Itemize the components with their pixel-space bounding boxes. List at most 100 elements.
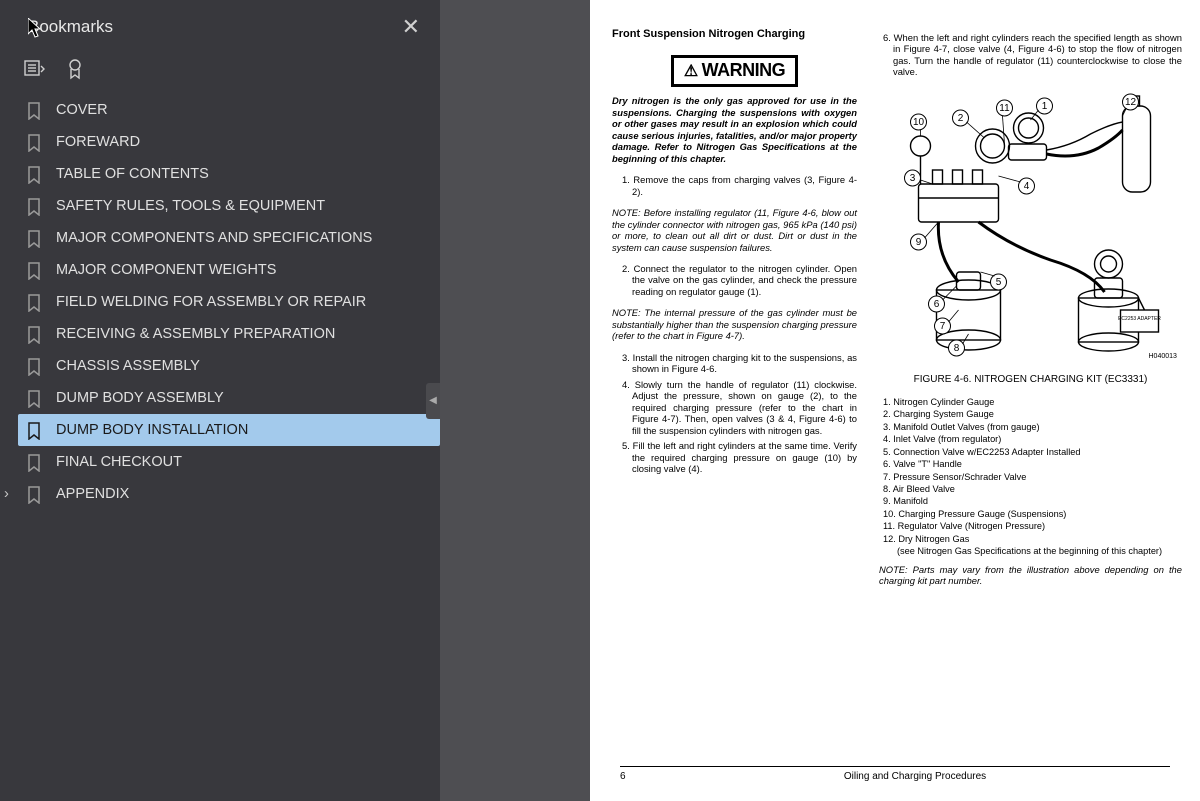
pane-divider[interactable] — [440, 0, 447, 801]
parts-list-item: 5. Connection Valve w/EC2253 Adapter Ins… — [883, 446, 1182, 458]
parts-list-item: 10. Charging Pressure Gauge (Suspensions… — [883, 508, 1182, 520]
bookmark-item[interactable]: COVER — [18, 94, 440, 126]
bookmark-item[interactable]: FINAL CHECKOUT — [18, 446, 440, 478]
svg-text:3: 3 — [910, 173, 916, 184]
bookmark-icon — [26, 262, 42, 278]
bookmark-item[interactable]: FOREWARD — [18, 126, 440, 158]
page-heading: Front Suspension Nitrogen Charging — [612, 28, 857, 41]
bookmark-item[interactable]: TABLE OF CONTENTS — [18, 158, 440, 190]
bookmark-label: MAJOR COMPONENTS AND SPECIFICATIONS — [56, 230, 372, 246]
bookmark-label: SAFETY RULES, TOOLS & EQUIPMENT — [56, 198, 325, 214]
bookmark-icon — [26, 166, 42, 182]
bookmark-label: FIELD WELDING FOR ASSEMBLY OR REPAIR — [56, 294, 366, 310]
bookmark-item[interactable]: ›APPENDIX — [18, 478, 440, 510]
sidebar-toolbar — [0, 50, 440, 94]
close-icon[interactable]: ✕ — [402, 14, 420, 40]
bookmark-icon — [26, 422, 42, 438]
svg-text:10: 10 — [913, 117, 925, 128]
nitrogen-kit-illustration: 111210 3495 67812 — [879, 86, 1182, 366]
sidebar-title: Bookmarks — [28, 17, 113, 37]
bookmark-item[interactable]: MAJOR COMPONENT WEIGHTS — [18, 254, 440, 286]
svg-text:11: 11 — [999, 103, 1010, 114]
bookmarks-sidebar: Bookmarks ✕ COVER FOREWARD TABLE OF CONTEN… — [0, 0, 440, 801]
bookmark-label: FOREWARD — [56, 134, 140, 150]
figure-code: H040013 — [1149, 353, 1178, 360]
bookmark-ribbon-icon[interactable] — [64, 58, 86, 80]
bookmark-icon — [26, 294, 42, 310]
bookmark-label: MAJOR COMPONENT WEIGHTS — [56, 262, 276, 278]
svg-text:6: 6 — [934, 299, 940, 310]
bookmark-item[interactable]: MAJOR COMPONENTS AND SPECIFICATIONS — [18, 222, 440, 254]
viewer-background — [447, 0, 590, 801]
warning-box: ⚠ WARNING — [671, 55, 798, 87]
bookmark-label: CHASSIS ASSEMBLY — [56, 358, 200, 374]
left-column: Front Suspension Nitrogen Charging ⚠ WAR… — [612, 28, 857, 748]
bookmark-icon — [26, 358, 42, 374]
parts-list-item: 8. Air Bleed Valve — [883, 483, 1182, 495]
parts-list-item: 6. Valve "T" Handle — [883, 458, 1182, 470]
step-2: 2. Connect the regulator to the nitrogen… — [632, 263, 857, 297]
bookmark-label: APPENDIX — [56, 486, 129, 502]
page-viewer: Front Suspension Nitrogen Charging ⚠ WAR… — [590, 0, 1200, 801]
bookmark-item[interactable]: RECEIVING & ASSEMBLY PREPARATION — [18, 318, 440, 350]
bookmark-label: FINAL CHECKOUT — [56, 454, 182, 470]
bookmark-item[interactable]: DUMP BODY ASSEMBLY — [18, 382, 440, 414]
bookmark-item[interactable]: SAFETY RULES, TOOLS & EQUIPMENT — [18, 190, 440, 222]
bookmark-label: DUMP BODY INSTALLATION — [56, 422, 248, 438]
svg-text:2: 2 — [958, 113, 964, 124]
document-page: Front Suspension Nitrogen Charging ⚠ WAR… — [590, 0, 1200, 801]
parts-list-item: 11. Regulator Valve (Nitrogen Pressure) — [883, 520, 1182, 532]
step-6: 6. When the left and right cylinders rea… — [893, 32, 1182, 78]
bookmark-item[interactable]: DUMP BODY INSTALLATION — [18, 414, 440, 446]
svg-text:1: 1 — [1042, 101, 1048, 112]
parts-list-item: 1. Nitrogen Cylinder Gauge — [883, 396, 1182, 408]
parts-list-item: 2. Charging System Gauge — [883, 408, 1182, 420]
bookmark-icon — [26, 390, 42, 406]
page-number: 6 — [620, 771, 660, 783]
step-3: 3. Install the nitrogen charging kit to … — [632, 352, 857, 375]
bookmark-icon — [26, 198, 42, 214]
adapter-label: EC2253 ADAPTER — [1118, 316, 1161, 322]
figure-diagram: 111210 3495 67812 — [879, 86, 1182, 366]
bookmark-icon — [26, 326, 42, 342]
warning-label: WARNING — [702, 60, 786, 82]
parts-list-item: (see Nitrogen Gas Specifications at the … — [883, 545, 1182, 557]
outline-options-icon[interactable] — [24, 58, 46, 80]
warning-text: Dry nitrogen is the only gas approved fo… — [612, 95, 857, 164]
figure-caption: FIGURE 4-6. NITROGEN CHARGING KIT (EC333… — [879, 374, 1182, 386]
parts-list-item: 4. Inlet Valve (from regulator) — [883, 433, 1182, 445]
right-column: 6. When the left and right cylinders rea… — [879, 28, 1182, 748]
step-1: 1. Remove the caps from charging valves … — [632, 174, 857, 197]
bookmark-icon — [26, 454, 42, 470]
svg-text:9: 9 — [916, 237, 922, 248]
parts-list-item: 3. Manifold Outlet Valves (from gauge) — [883, 421, 1182, 433]
collapse-handle-icon[interactable]: ◀ — [426, 383, 440, 419]
note-3: NOTE: Parts may vary from the illustrati… — [879, 564, 1182, 587]
bookmark-icon — [26, 230, 42, 246]
parts-list-item: 12. Dry Nitrogen Gas — [883, 533, 1182, 545]
bookmark-item[interactable]: CHASSIS ASSEMBLY — [18, 350, 440, 382]
sidebar-header: Bookmarks ✕ — [0, 0, 440, 50]
bookmark-label: COVER — [56, 102, 108, 118]
bookmark-icon — [26, 486, 42, 502]
footer-title: Oiling and Charging Procedures — [660, 771, 1170, 783]
parts-list: 1. Nitrogen Cylinder Gauge2. Charging Sy… — [883, 396, 1182, 557]
bookmark-label: DUMP BODY ASSEMBLY — [56, 390, 224, 406]
parts-list-item: 7. Pressure Sensor/Schrader Valve — [883, 471, 1182, 483]
step-4: 4. Slowly turn the handle of regulator (… — [632, 379, 857, 436]
svg-text:8: 8 — [954, 343, 960, 354]
svg-text:5: 5 — [996, 277, 1002, 288]
note-2: NOTE: The internal pressure of the gas c… — [612, 307, 857, 341]
bookmark-icon — [26, 134, 42, 150]
note-1: NOTE: Before installing regulator (11, F… — [612, 207, 857, 253]
svg-text:7: 7 — [940, 321, 946, 332]
warning-triangle-icon: ⚠ — [684, 62, 698, 82]
svg-text:4: 4 — [1024, 181, 1030, 192]
chevron-right-icon[interactable]: › — [4, 486, 16, 502]
bookmark-icon — [26, 102, 42, 118]
bookmark-label: RECEIVING & ASSEMBLY PREPARATION — [56, 326, 335, 342]
bookmark-item[interactable]: FIELD WELDING FOR ASSEMBLY OR REPAIR — [18, 286, 440, 318]
svg-text:12: 12 — [1125, 97, 1137, 108]
parts-list-item: 9. Manifold — [883, 495, 1182, 507]
bookmark-label: TABLE OF CONTENTS — [56, 166, 209, 182]
